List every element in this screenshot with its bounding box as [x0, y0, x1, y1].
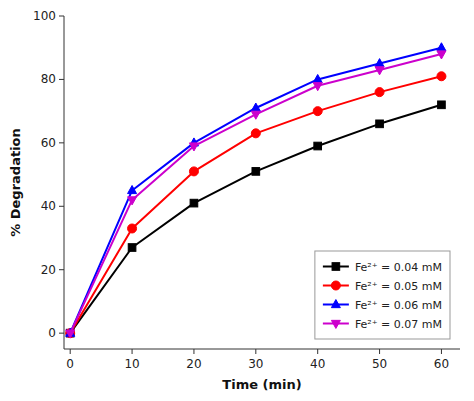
y-tick-label: 0 — [48, 326, 56, 340]
x-tick-label: 0 — [66, 357, 74, 371]
y-tick — [59, 16, 64, 17]
x-tick-label: 30 — [248, 357, 263, 371]
y-tick — [59, 79, 64, 80]
y-tick — [59, 269, 64, 270]
data-point — [375, 59, 384, 67]
legend: Fe²⁺ = 0.04 mM Fe²⁺ = 0.05 mM Fe²⁺ = 0.06 … — [315, 251, 450, 339]
legend-box — [315, 251, 450, 339]
y-tick-label: 20 — [41, 263, 56, 277]
x-tick — [70, 349, 71, 354]
x-tick-label: 20 — [186, 357, 201, 371]
data-point — [438, 101, 446, 109]
y-axis-label: % Degradation — [8, 128, 23, 237]
data-point — [66, 330, 75, 338]
x-tick-label: 60 — [434, 357, 449, 371]
y-tick-label: 60 — [41, 136, 56, 150]
y-axis-line — [64, 16, 65, 349]
y-tick-label: 40 — [41, 199, 56, 213]
series-line — [70, 48, 441, 333]
x-tick — [441, 349, 442, 354]
data-point — [251, 129, 260, 138]
x-tick-label: 10 — [124, 357, 139, 371]
y-tick — [59, 206, 64, 207]
data-point — [375, 88, 384, 97]
data-point — [128, 185, 137, 193]
x-tick — [193, 349, 194, 354]
data-point — [252, 168, 260, 176]
legend-label: Fe²⁺ = 0.07 mM — [355, 318, 442, 331]
legend-marker — [332, 263, 340, 271]
data-point — [313, 74, 322, 82]
legend-label: Fe²⁺ = 0.05 mM — [355, 280, 442, 293]
data-point — [314, 142, 322, 150]
data-point — [190, 199, 198, 207]
data-point — [128, 197, 137, 205]
data-point — [437, 72, 446, 81]
legend-marker — [331, 281, 340, 290]
series-line — [70, 54, 441, 333]
x-tick-label: 50 — [372, 357, 387, 371]
data-point — [251, 103, 260, 111]
x-axis-line — [64, 349, 460, 350]
data-point — [437, 51, 446, 59]
y-tick-label: 100 — [33, 9, 56, 23]
x-tick-label: 40 — [310, 357, 325, 371]
data-point — [128, 224, 137, 233]
series-line — [70, 105, 441, 333]
data-point — [66, 329, 75, 338]
legend-marker — [331, 320, 340, 328]
x-tick — [379, 349, 380, 354]
data-point — [437, 43, 446, 51]
data-point — [189, 167, 198, 176]
y-tick — [59, 333, 64, 334]
data-point — [251, 111, 260, 119]
chart: 0 10 20 30 40 50 60 0 20 40 60 80 100 Time (min) % Deg… — [0, 0, 474, 401]
x-tick — [317, 349, 318, 354]
x-tick — [132, 349, 133, 354]
y-tick-label: 80 — [41, 72, 56, 86]
data-point — [313, 107, 322, 116]
data-point — [376, 120, 384, 128]
data-point — [375, 67, 384, 75]
legend-label: Fe²⁺ = 0.04 mM — [355, 261, 442, 274]
series — [66, 43, 446, 337]
x-axis-label: Time (min) — [222, 377, 301, 392]
axes: 0 10 20 30 40 50 60 0 20 40 60 80 100 — [33, 9, 460, 371]
data-point — [128, 244, 136, 252]
y-tick — [59, 142, 64, 143]
series — [66, 72, 446, 338]
legend-label: Fe²⁺ = 0.06 mM — [355, 299, 442, 312]
x-tick — [255, 349, 256, 354]
data-point — [189, 143, 198, 151]
legend-marker — [331, 300, 340, 308]
data-point — [313, 83, 322, 91]
